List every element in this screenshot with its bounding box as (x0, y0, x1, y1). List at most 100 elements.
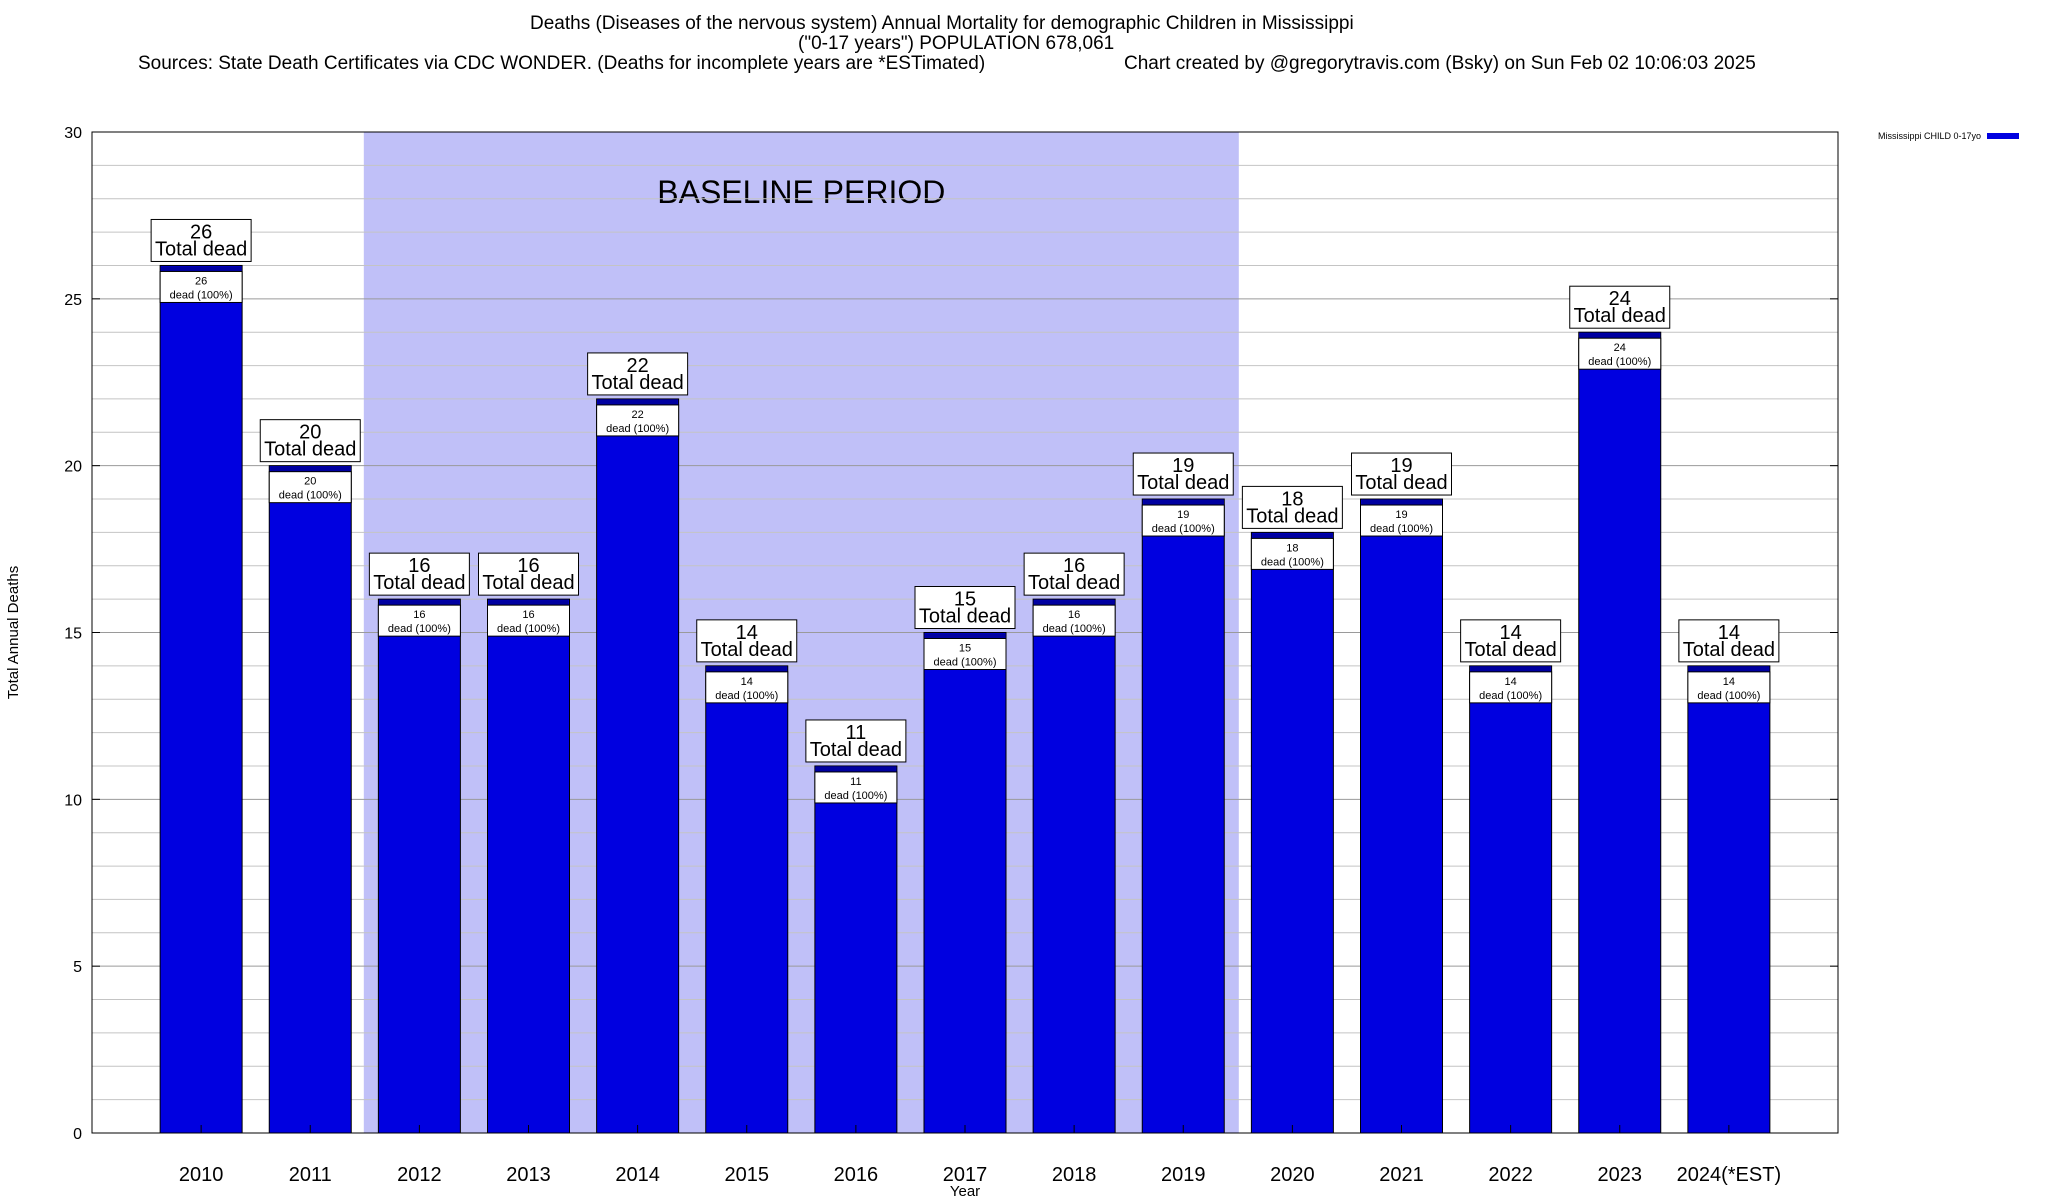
bar-top-label-text: Total dead (1137, 472, 1229, 494)
bar-top-label-text: Total dead (482, 572, 574, 594)
y-tick-label: 5 (73, 959, 82, 976)
bar-inner-label-text: dead (100%) (824, 790, 887, 802)
bar-top-label-text: Total dead (1683, 639, 1775, 661)
bar-inner-label-text: dead (100%) (1697, 690, 1760, 702)
bar (1360, 498, 1443, 1134)
x-tick-label: 2011 (289, 1164, 332, 1186)
chart-subtitle: ("0-17 years") POPULATION 678,061 (798, 33, 1115, 54)
bar-top-label-text: Total dead (155, 238, 247, 260)
bar-cap (815, 766, 896, 772)
bar-inner-label-box (1360, 504, 1443, 537)
bar (1141, 498, 1225, 1134)
bar-inner-label-value: 22 (632, 409, 644, 421)
bar-inner-label-value: 19 (1395, 509, 1407, 521)
bar (268, 465, 352, 1134)
x-tick-label: 2012 (397, 1164, 442, 1186)
bar-top-label-value: 16 (517, 555, 539, 577)
bar-cap (270, 466, 351, 472)
bar (1469, 665, 1553, 1134)
bar-inner-label-text: dead (100%) (497, 623, 560, 635)
x-tick-label: 2022 (1488, 1164, 1533, 1186)
bar-top-label-value: 20 (299, 422, 321, 444)
bar-inner-label-text: dead (100%) (606, 423, 669, 435)
bar (159, 264, 243, 1134)
bar-inner-label-text: dead (100%) (1043, 623, 1106, 635)
y-tick-label: 30 (64, 125, 82, 142)
bar-top-label-box (696, 619, 798, 663)
bar-inner-label-box (705, 671, 789, 704)
bar-cap (706, 666, 787, 672)
bar-top-label-value: 26 (190, 221, 212, 243)
bar-cap (925, 633, 1005, 639)
bar-top-label-value: 22 (627, 355, 649, 377)
bar-inner-label-value: 26 (195, 275, 207, 287)
bar (487, 598, 570, 1134)
bar-top-label-value: 14 (1718, 622, 1740, 644)
bar-inner-label-box (268, 471, 352, 504)
bar-top-label-value: 11 (845, 722, 866, 744)
bar-cap (1143, 500, 1224, 506)
bar-inner-label-text: dead (100%) (1370, 523, 1433, 535)
bar (596, 398, 680, 1134)
x-tick-label: 2019 (1161, 1164, 1206, 1186)
bar-inner-label-box (377, 604, 461, 637)
bar-top-label-text: Total dead (1028, 572, 1120, 594)
bar-inner-label-text: dead (100%) (1588, 356, 1651, 368)
y-tick-label: 10 (64, 792, 82, 809)
bar-inner-label-box (596, 404, 680, 437)
chart-credit: Chart created by @gregorytravis.com (Bsk… (1124, 53, 1756, 74)
bar-top-label-box (1132, 452, 1234, 496)
x-tick-label: 2016 (834, 1164, 879, 1186)
bar (1578, 331, 1662, 1134)
bar-top-label-text: Total dead (1355, 472, 1447, 494)
bar-cap (1470, 666, 1551, 672)
x-axis-title: Year (950, 1183, 980, 1200)
bar-inner-label-text: dead (100%) (1152, 523, 1215, 535)
x-tick-label: 2024(*EST) (1677, 1164, 1782, 1186)
bar-inner-label-box (1687, 671, 1771, 704)
y-tick-label: 0 (73, 1126, 82, 1143)
legend-label: Mississippi CHILD 0-17yo (1878, 131, 1982, 141)
bar-top-label-text: Total dead (810, 739, 902, 761)
chart-title: Deaths (Diseases of the nervous system) … (530, 13, 1354, 34)
y-tick-label: 25 (64, 292, 82, 309)
baseline-period-label: BASELINE PERIOD (657, 174, 945, 210)
bar-cap (597, 399, 678, 405)
bar (1250, 531, 1334, 1134)
bar-top-label-text: Total dead (1574, 305, 1666, 327)
bar-inner-label-value: 24 (1614, 342, 1626, 354)
chart-sources: Sources: State Death Certificates via CD… (138, 53, 986, 74)
bar-top-label-value: 15 (954, 589, 976, 611)
bar (705, 665, 789, 1134)
bar-inner-label-box (159, 270, 243, 303)
bar-inner-label-text: dead (100%) (388, 623, 451, 635)
bar-top-label-box (1678, 619, 1780, 663)
bar-top-label-value: 14 (736, 622, 758, 644)
bar-inner-label-value: 20 (304, 476, 316, 488)
bar-top-label-text: Total dead (264, 439, 356, 461)
bar (377, 598, 461, 1134)
bar-top-label-text: Total dead (701, 639, 793, 661)
bar-top-label-value: 16 (408, 555, 430, 577)
bar-inner-label-value: 16 (522, 609, 534, 621)
bar-inner-label-text: dead (100%) (1479, 690, 1542, 702)
bar-inner-label-box (1032, 604, 1116, 637)
bar-inner-label-value: 15 (959, 643, 971, 655)
bar-top-label-box (1241, 485, 1343, 529)
chart-legend: Mississippi CHILD 0-17yo (1878, 131, 2020, 141)
bar-cap (1252, 533, 1333, 539)
bar-inner-label-text: dead (100%) (170, 289, 233, 301)
bar-top-label-text: Total dead (373, 572, 465, 594)
x-tick-label: 2013 (506, 1164, 551, 1186)
bar-cap (379, 600, 460, 606)
bar-inner-label-value: 18 (1286, 542, 1298, 554)
x-tick-label: 2023 (1598, 1164, 1643, 1186)
bar (1687, 665, 1771, 1134)
x-tick-label: 2021 (1379, 1164, 1424, 1186)
x-tick-label: 2018 (1052, 1164, 1097, 1186)
bar (1032, 598, 1116, 1134)
x-tick-label: 2014 (615, 1164, 660, 1186)
bar-inner-label-value: 11 (850, 776, 861, 788)
bar-inner-label-text: dead (100%) (279, 490, 342, 502)
bar-cap (1361, 500, 1442, 506)
